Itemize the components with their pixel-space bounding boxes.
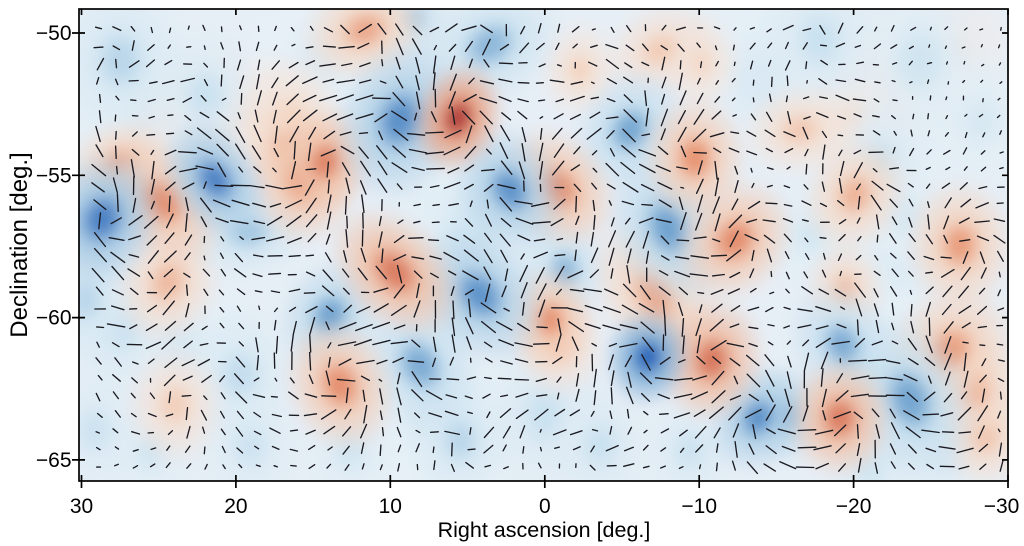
svg-text:30: 30 (70, 495, 93, 518)
svg-text:0: 0 (539, 495, 551, 518)
svg-text:−20: −20 (836, 495, 872, 518)
svg-text:−60: −60 (36, 307, 72, 330)
svg-text:Right ascension [deg.]: Right ascension [deg.] (438, 518, 651, 542)
svg-text:10: 10 (379, 495, 402, 518)
svg-text:Declination [deg.]: Declination [deg.] (6, 152, 33, 337)
svg-text:−10: −10 (681, 495, 717, 518)
svg-text:−55: −55 (36, 164, 72, 187)
svg-text:−65: −65 (36, 449, 72, 472)
svg-text:20: 20 (224, 495, 247, 518)
svg-text:−50: −50 (36, 22, 72, 45)
svg-text:−30: −30 (984, 495, 1020, 518)
